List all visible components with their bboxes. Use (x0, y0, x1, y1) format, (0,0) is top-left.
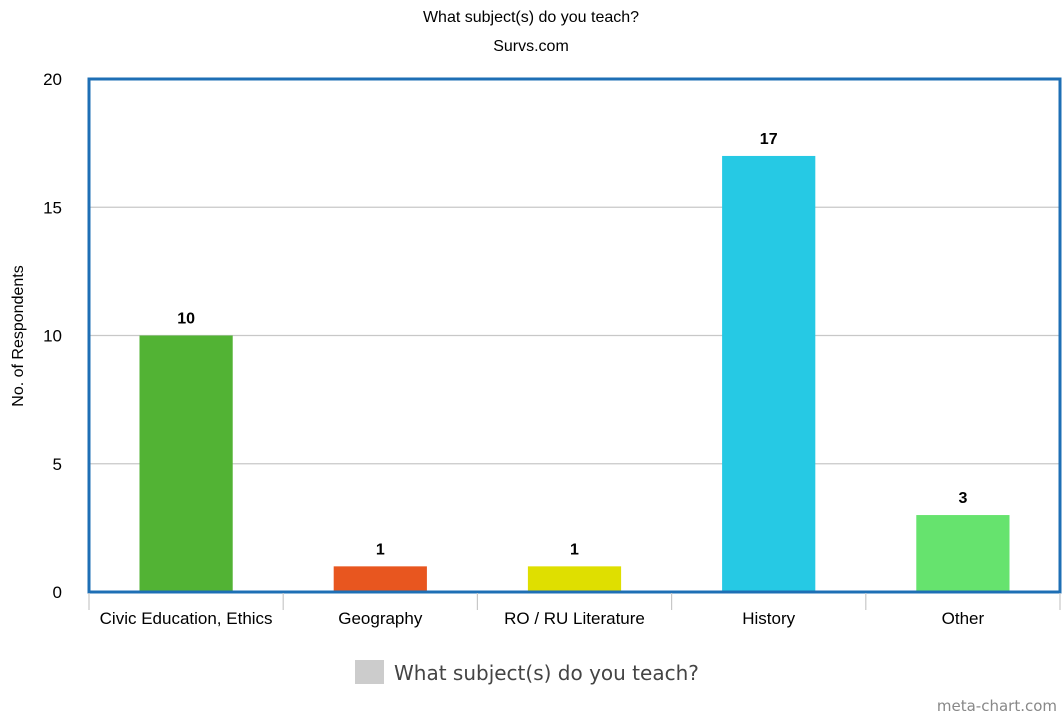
y-tick-label: 5 (53, 455, 62, 474)
x-axis-ticks: Civic Education, Ethics Geography RO / RU … (88, 593, 1061, 628)
bar (333, 566, 427, 592)
plot-frame (87, 77, 1062, 594)
data-labels: 10 1 1 17 3 (177, 131, 967, 558)
chart-title: What subject(s) do you teach? (423, 9, 639, 26)
y-axis-title: No. of Respondents (10, 265, 27, 406)
y-axis-ticks: 0 5 10 15 20 (43, 70, 62, 602)
legend: What subject(s) do you teach? (355, 660, 699, 685)
x-tick-label: Geography (338, 609, 423, 628)
bar (722, 155, 816, 592)
data-label: 1 (376, 541, 385, 558)
gridlines (89, 206, 1060, 465)
y-tick-label: 20 (43, 70, 62, 89)
legend-swatch (355, 660, 384, 684)
bars (139, 155, 1010, 592)
data-label: 17 (760, 131, 778, 148)
chart-subtitle: Survs.com (493, 38, 569, 55)
bar (527, 566, 622, 592)
legend-label: What subject(s) do you teach? (394, 661, 699, 685)
x-tick-label: Other (942, 609, 985, 628)
x-tick-label: Civic Education, Ethics (100, 609, 273, 628)
bar (139, 335, 233, 592)
bar (916, 515, 1010, 592)
y-tick-label: 0 (53, 583, 62, 602)
data-label: 10 (177, 311, 195, 328)
x-tick-label: RO / RU Literature (504, 609, 645, 628)
plot-frame-border (87, 77, 1062, 594)
y-tick-label: 10 (43, 327, 62, 346)
data-label: 3 (958, 490, 967, 507)
x-tick-label: History (742, 609, 795, 628)
y-tick-label: 15 (43, 198, 62, 217)
credit-text: meta-chart.com (937, 697, 1057, 715)
data-label: 1 (570, 541, 579, 558)
